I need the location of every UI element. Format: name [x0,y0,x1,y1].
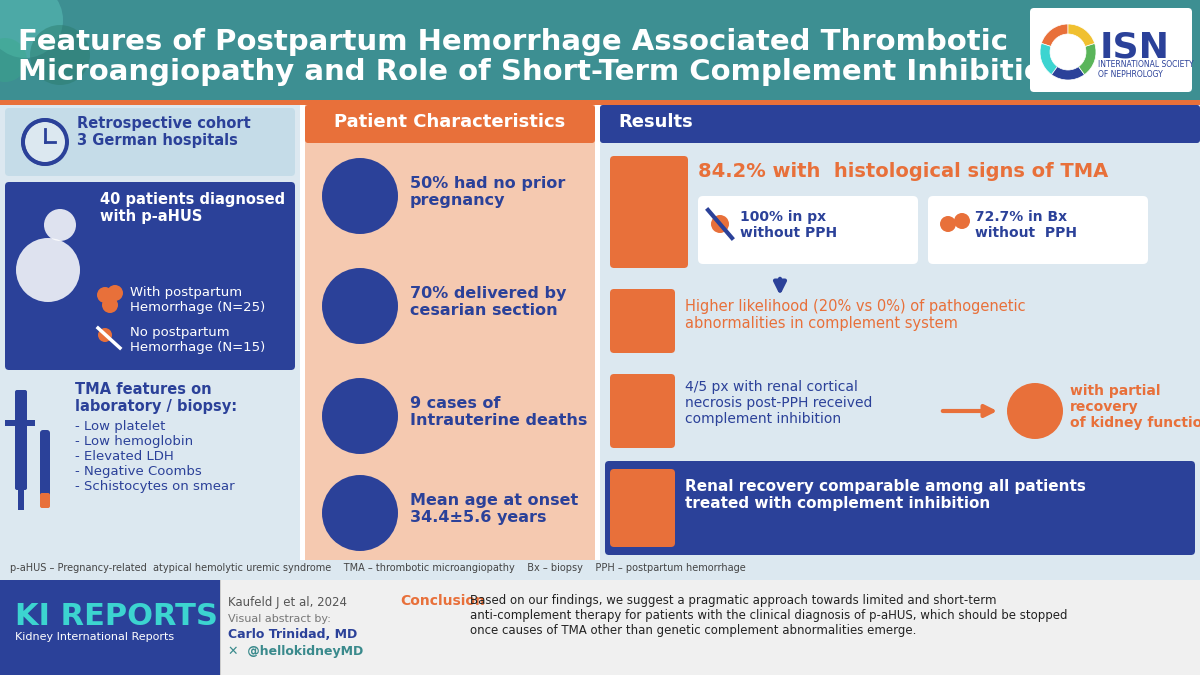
Wedge shape [1079,43,1096,75]
Text: Carlo Trinidad, MD: Carlo Trinidad, MD [228,628,358,641]
Circle shape [1007,383,1063,439]
FancyBboxPatch shape [5,182,295,370]
Circle shape [940,216,956,232]
Circle shape [322,158,398,234]
Text: Features of Postpartum Hemorrhage Associated Thrombotic: Features of Postpartum Hemorrhage Associ… [18,28,1008,56]
Text: Based on our findings, we suggest a pragmatic approach towards limited and short: Based on our findings, we suggest a prag… [470,594,1068,637]
Circle shape [25,122,65,162]
Text: 9 cases of
Intrauterine deaths: 9 cases of Intrauterine deaths [410,396,587,429]
Bar [305,105,595,560]
Text: 100% in px
without PPH: 100% in px without PPH [740,210,838,240]
FancyBboxPatch shape [698,196,918,264]
FancyBboxPatch shape [40,430,50,500]
Text: 72.7% in Bx
without  PPH: 72.7% in Bx without PPH [974,210,1078,240]
Circle shape [0,38,28,82]
Wedge shape [1042,24,1068,47]
Text: - Low platelet
- Low hemoglobin
- Elevated LDH
- Negative Coombs
- Schistocytes : - Low platelet - Low hemoglobin - Elevat… [74,420,235,493]
Bar [0,100,1200,105]
FancyBboxPatch shape [305,105,595,143]
Circle shape [22,118,70,166]
Text: Higher likelihood (20% vs 0%) of pathogenetic
abnormalities in complement system: Higher likelihood (20% vs 0%) of pathoge… [685,299,1026,331]
Circle shape [0,0,64,58]
Text: p-aHUS – Pregnancy-related  atypical hemolytic uremic syndrome    TMA – thrombot: p-aHUS – Pregnancy-related atypical hemo… [10,563,745,573]
Bar [5,420,35,426]
Circle shape [102,297,118,313]
Circle shape [16,238,80,302]
Text: Results: Results [618,113,692,131]
Text: ISN: ISN [1100,30,1170,64]
Text: With postpartum
Hemorrhage (N=25): With postpartum Hemorrhage (N=25) [130,286,265,314]
Text: INTERNATIONAL SOCIETY: INTERNATIONAL SOCIETY [1098,60,1194,69]
FancyBboxPatch shape [600,105,1200,143]
Bar [220,580,1200,675]
FancyBboxPatch shape [605,461,1195,555]
FancyBboxPatch shape [610,289,674,353]
Text: Kidney International Reports: Kidney International Reports [14,632,174,642]
Text: 70% delivered by
cesarian section: 70% delivered by cesarian section [410,286,566,319]
FancyBboxPatch shape [14,390,28,490]
Text: Mean age at onset
34.4±5.6 years: Mean age at onset 34.4±5.6 years [410,493,578,525]
Bar [0,105,300,560]
Circle shape [710,215,730,233]
Bar [0,560,1200,580]
FancyBboxPatch shape [605,366,1195,456]
FancyBboxPatch shape [610,156,688,268]
FancyBboxPatch shape [1006,374,1193,448]
Circle shape [107,285,124,301]
Wedge shape [1051,67,1085,80]
Text: ✕  @hellokidneyMD: ✕ @hellokidneyMD [228,645,364,658]
Text: 50% had no prior
pregnancy: 50% had no prior pregnancy [410,176,565,209]
Text: 84.2% with  histological signs of TMA: 84.2% with histological signs of TMA [698,162,1109,181]
FancyBboxPatch shape [610,374,674,448]
Text: Renal recovery comparable among all patients
treated with complement inhibition: Renal recovery comparable among all pati… [685,479,1086,512]
Text: KI REPORTS: KI REPORTS [14,602,218,631]
Circle shape [44,209,76,241]
FancyBboxPatch shape [605,148,1195,276]
Bar [0,0,1200,100]
FancyBboxPatch shape [1030,8,1192,92]
FancyBboxPatch shape [40,493,50,508]
Text: No postpartum
Hemorrhage (N=15): No postpartum Hemorrhage (N=15) [130,326,265,354]
Text: Microangiopathy and Role of Short-Term Complement Inhibition: Microangiopathy and Role of Short-Term C… [18,58,1064,86]
Text: 40 patients diagnosed
with p-aHUS: 40 patients diagnosed with p-aHUS [100,192,286,224]
Circle shape [30,25,90,85]
Circle shape [322,268,398,344]
Text: 4/5 px with renal cortical
necrosis post-PPH received
complement inhibition: 4/5 px with renal cortical necrosis post… [685,380,872,427]
Text: OF NEPHROLOGY: OF NEPHROLOGY [1098,70,1163,79]
Bar [0,580,220,675]
FancyBboxPatch shape [5,108,295,176]
Circle shape [98,328,112,342]
FancyBboxPatch shape [610,469,674,547]
Text: with partial
recovery
of kidney function: with partial recovery of kidney function [1070,384,1200,431]
Text: Conclusion: Conclusion [400,594,485,608]
FancyBboxPatch shape [605,281,1195,361]
Circle shape [97,287,113,303]
Text: Visual abstract by:: Visual abstract by: [228,614,331,624]
FancyBboxPatch shape [928,196,1148,264]
Text: Retrospective cohort
3 German hospitals: Retrospective cohort 3 German hospitals [77,116,251,148]
Wedge shape [1040,43,1057,75]
Text: Patient Characteristics: Patient Characteristics [335,113,565,131]
Wedge shape [1068,24,1094,47]
Circle shape [322,378,398,454]
Text: Kaufeld J et al, 2024: Kaufeld J et al, 2024 [228,596,347,609]
Bar [18,485,24,510]
Circle shape [322,475,398,551]
Text: TMA features on
laboratory / biopsy:: TMA features on laboratory / biopsy: [74,382,238,414]
Circle shape [954,213,970,229]
Bar [600,105,1200,560]
